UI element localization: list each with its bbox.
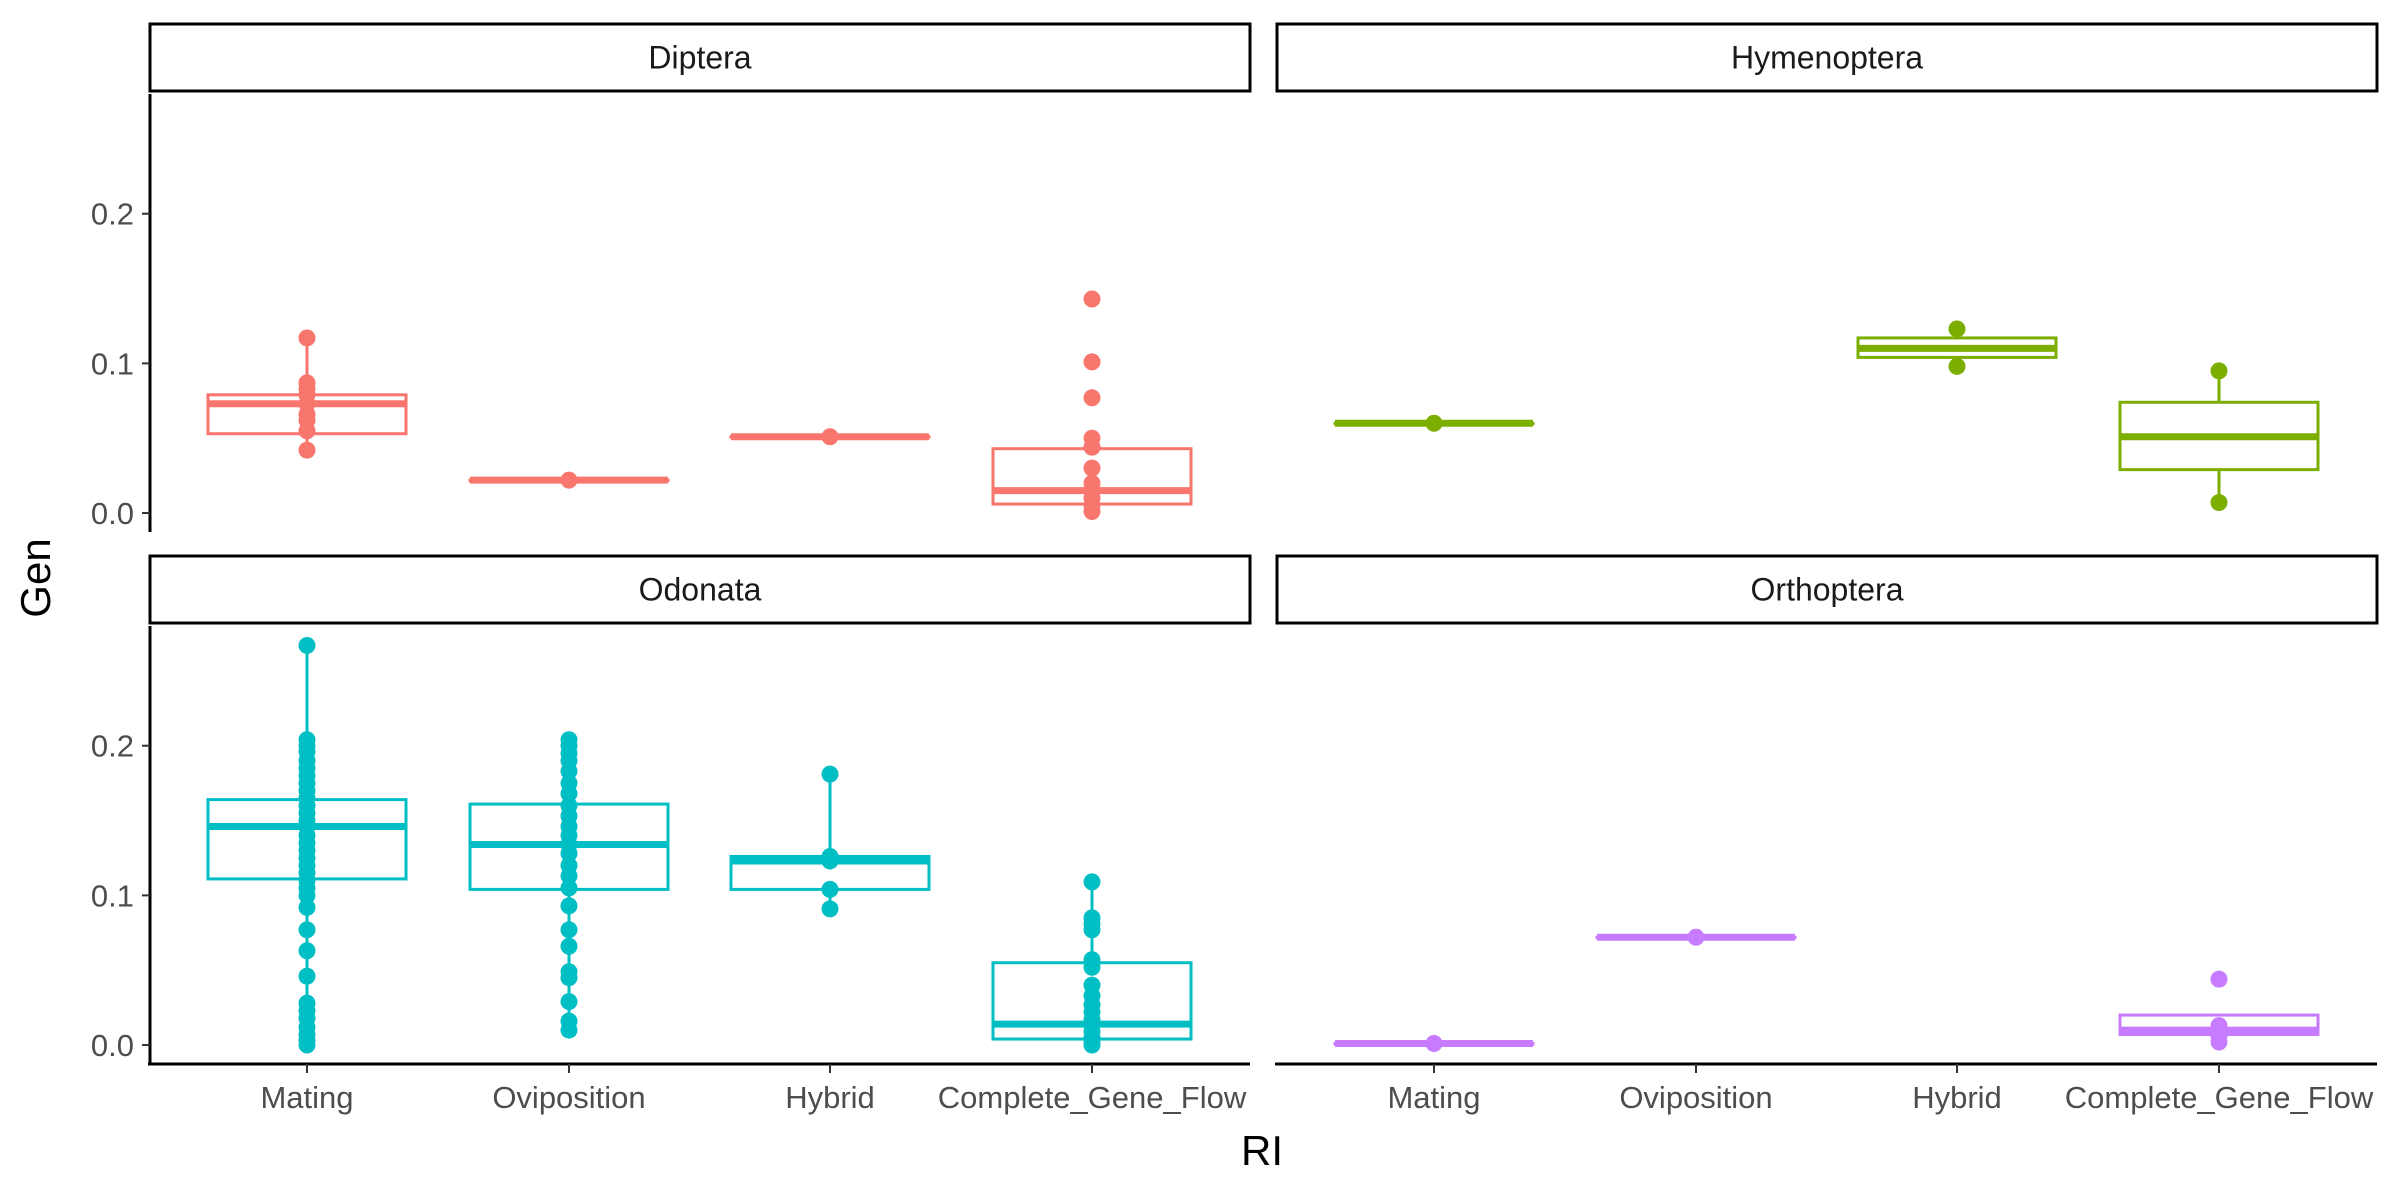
facet-orthoptera: Orthoptera Mating Oviposition Hybrid Complet… bbox=[1275, 554, 2379, 1115]
box-orthoptera-complete_gene_flow bbox=[2118, 970, 2320, 1051]
data-point bbox=[1083, 353, 1101, 371]
data-point bbox=[298, 441, 316, 459]
x-tick-label: Hybrid bbox=[785, 1080, 875, 1115]
data-point bbox=[560, 921, 578, 939]
box-odonata-mating bbox=[206, 636, 408, 1054]
x-axis-title: RI bbox=[1241, 1127, 1283, 1174]
data-point bbox=[560, 867, 578, 885]
box-hymenoptera-hybrid bbox=[1856, 320, 2058, 375]
data-point bbox=[1948, 357, 1966, 375]
x-tick-label: Mating bbox=[1387, 1080, 1480, 1115]
data-point bbox=[2210, 362, 2228, 380]
data-point bbox=[1425, 1035, 1443, 1053]
x-tick-label: Complete_Gene_Flow bbox=[938, 1080, 1247, 1115]
data-point bbox=[821, 428, 839, 446]
data-point bbox=[560, 1021, 578, 1039]
data-point bbox=[560, 844, 578, 862]
box-orthoptera-mating bbox=[1333, 1035, 1535, 1053]
box-odonata-oviposition bbox=[468, 731, 670, 1039]
facet-odonata: Odonata 0.0 0.1 0.2 Mating Oviposition Hybrid C… bbox=[91, 554, 1252, 1115]
data-point bbox=[1083, 438, 1101, 456]
data-point bbox=[1948, 320, 1966, 338]
facet-strip-label: Odonata bbox=[639, 572, 762, 608]
facet-strip bbox=[148, 554, 1252, 625]
box-diptera-oviposition bbox=[468, 471, 670, 489]
x-tick-label: Oviposition bbox=[1619, 1080, 1772, 1115]
facet-strip-label: Orthoptera bbox=[1751, 572, 1904, 608]
data-point bbox=[1083, 290, 1101, 308]
facet-strip bbox=[148, 22, 1252, 93]
data-point bbox=[2210, 970, 2228, 988]
x-tick-label: Hybrid bbox=[1912, 1080, 2002, 1115]
data-point bbox=[298, 1036, 316, 1054]
data-point bbox=[1083, 1036, 1101, 1054]
y-tick-label: 0.1 bbox=[91, 346, 134, 381]
data-point bbox=[298, 921, 316, 939]
data-point bbox=[298, 329, 316, 347]
facet-strip bbox=[1275, 22, 2379, 93]
y-axis-title: Gen bbox=[12, 538, 59, 617]
data-point bbox=[560, 785, 578, 803]
facet-hymenoptera: Hymenoptera bbox=[1275, 22, 2379, 512]
data-point bbox=[1083, 921, 1101, 939]
box-odonata-complete_gene_flow bbox=[991, 873, 1193, 1054]
data-point bbox=[1687, 928, 1705, 946]
y-tick-label: 0.2 bbox=[91, 197, 134, 232]
y-tick-label: 0.0 bbox=[91, 1028, 134, 1063]
data-point bbox=[2210, 1033, 2228, 1051]
y-tick-label: 0.0 bbox=[91, 496, 134, 531]
facet-strip bbox=[1275, 554, 2379, 625]
data-point bbox=[1083, 958, 1101, 976]
data-point bbox=[560, 879, 578, 897]
data-point bbox=[298, 422, 316, 440]
data-point bbox=[1083, 459, 1101, 477]
data-point bbox=[298, 886, 316, 904]
facet-strip-label: Hymenoptera bbox=[1731, 40, 1923, 76]
data-point bbox=[560, 937, 578, 955]
x-tick-label: Mating bbox=[260, 1080, 353, 1115]
data-point bbox=[560, 969, 578, 987]
data-point bbox=[298, 942, 316, 960]
box-hymenoptera-mating bbox=[1333, 414, 1535, 432]
facet-panels: Diptera 0.0 0.1 0.2 Hymenoptera Odonata 0.0 0.1… bbox=[91, 22, 2379, 1115]
x-tick-label: Complete_Gene_Flow bbox=[2065, 1080, 2374, 1115]
data-point bbox=[1083, 503, 1101, 521]
box-hymenoptera-complete_gene_flow bbox=[2118, 362, 2320, 512]
data-point bbox=[298, 636, 316, 654]
box-diptera-mating bbox=[206, 329, 408, 459]
data-point bbox=[2210, 494, 2228, 512]
data-point bbox=[1425, 414, 1443, 432]
x-tick-label: Oviposition bbox=[492, 1080, 645, 1115]
box-orthoptera-oviposition bbox=[1595, 928, 1797, 946]
data-point bbox=[1083, 389, 1101, 407]
data-point bbox=[560, 762, 578, 780]
box-diptera-complete_gene_flow bbox=[991, 290, 1193, 521]
facet-diptera: Diptera 0.0 0.1 0.2 bbox=[91, 22, 1252, 532]
data-point bbox=[298, 967, 316, 985]
data-point bbox=[821, 880, 839, 898]
data-point bbox=[821, 765, 839, 783]
data-point bbox=[298, 898, 316, 916]
data-point bbox=[560, 471, 578, 489]
data-point bbox=[821, 852, 839, 870]
y-tick-label: 0.1 bbox=[91, 878, 134, 913]
y-tick-label: 0.2 bbox=[91, 729, 134, 764]
data-point bbox=[560, 993, 578, 1011]
box-odonata-hybrid bbox=[729, 765, 931, 918]
data-point bbox=[560, 897, 578, 915]
box-diptera-hybrid bbox=[729, 428, 931, 446]
data-point bbox=[821, 900, 839, 918]
facet-strip-label: Diptera bbox=[648, 40, 751, 76]
data-point bbox=[1083, 873, 1101, 891]
